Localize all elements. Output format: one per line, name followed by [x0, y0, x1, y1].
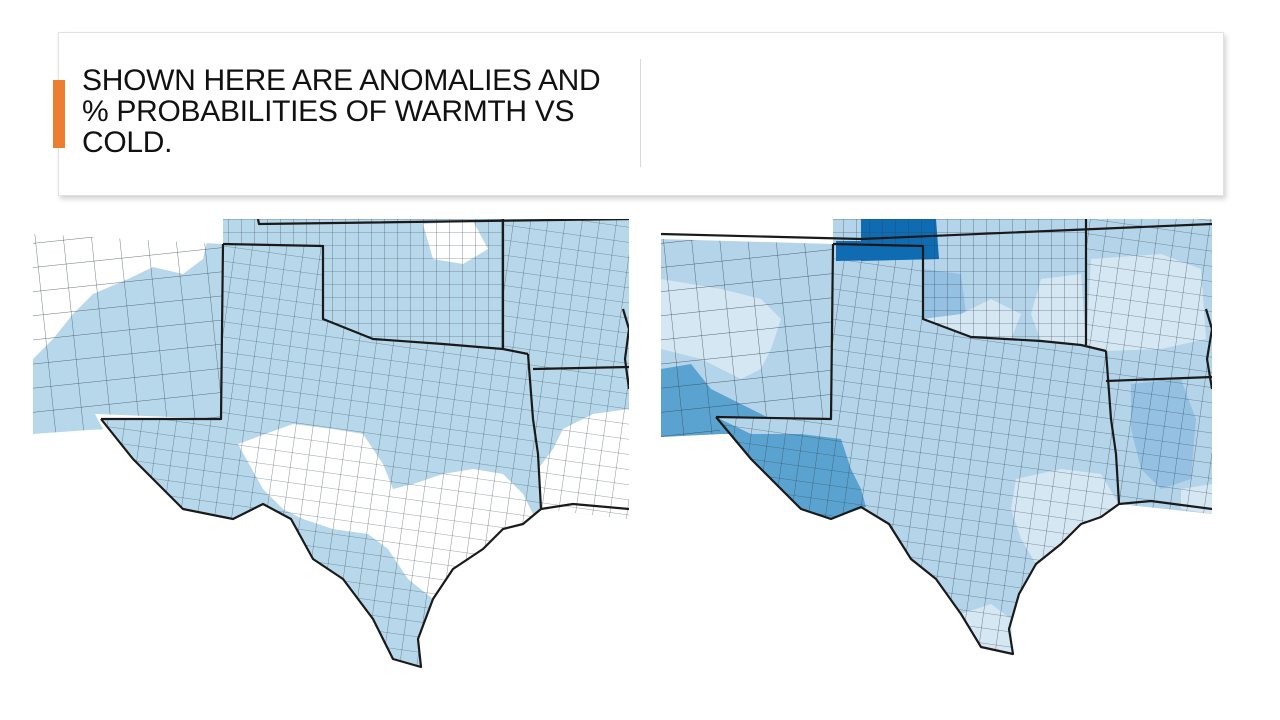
region-oklahoma: [223, 219, 503, 349]
region-oklahoma: [833, 219, 1086, 345]
probability-map: [661, 219, 1212, 659]
accent-bar: [53, 80, 65, 148]
card-divider: [640, 59, 641, 167]
state-boundaries: [100, 219, 629, 669]
probability-map-svg: [661, 219, 1212, 656]
title-card: SHOWN HERE ARE ANOMALIES AND % PROBABILI…: [53, 32, 1224, 196]
state-boundaries: [661, 219, 1212, 656]
region-texas: [101, 244, 541, 667]
region-new-mexico: [33, 219, 629, 434]
region-new-mexico: [661, 239, 833, 437]
slide-title: SHOWN HERE ARE ANOMALIES AND % PROBABILI…: [82, 64, 601, 159]
region-east: [1086, 219, 1212, 514]
region-texas: [716, 244, 1119, 654]
anomaly-map-svg: [33, 219, 629, 669]
anomaly-map: [33, 219, 629, 669]
